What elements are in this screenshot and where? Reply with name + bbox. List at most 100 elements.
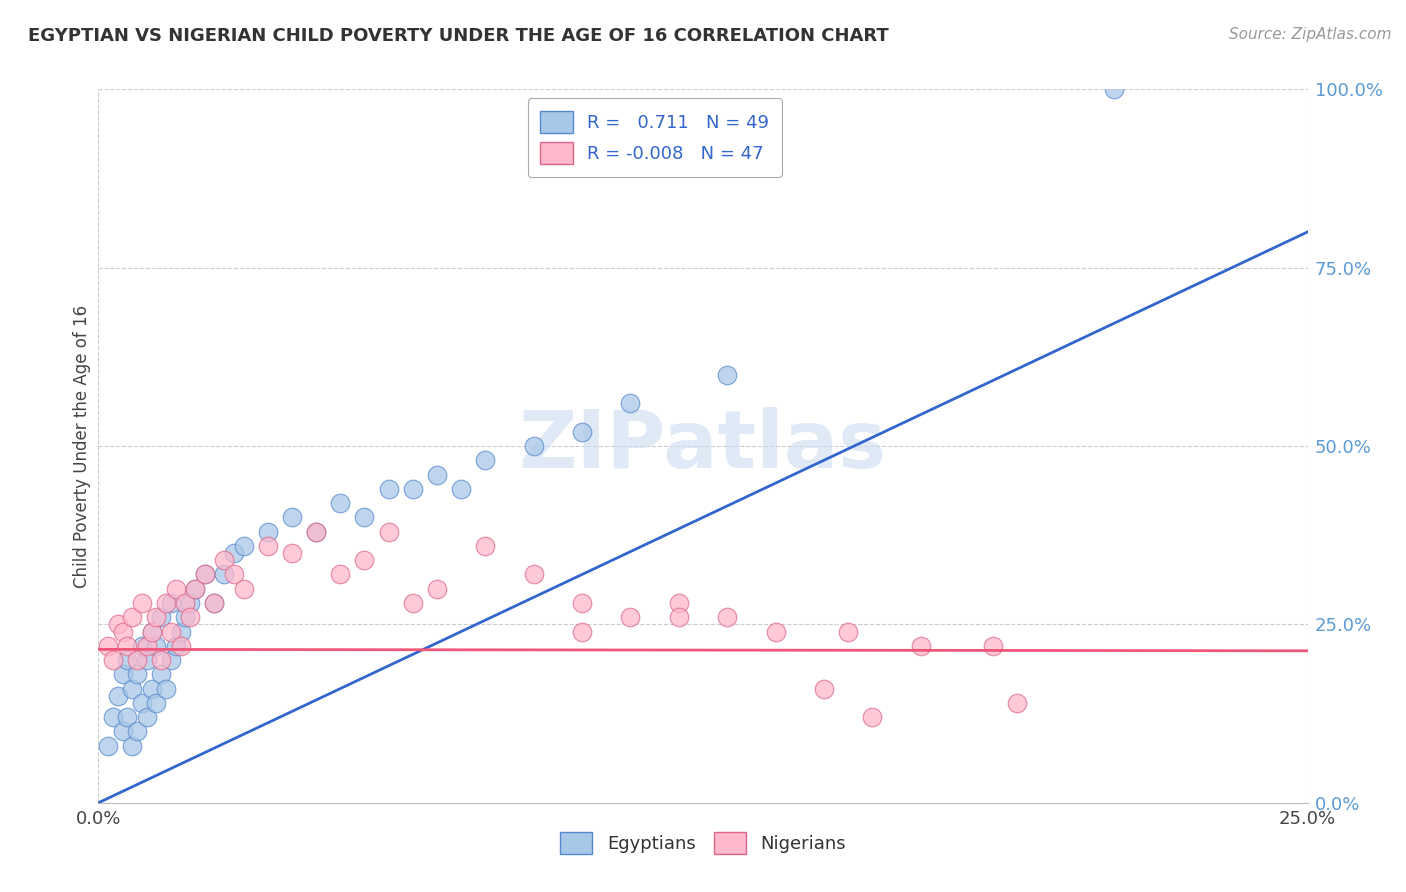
Point [353,553,375,567]
Point [377,524,399,539]
Point [1102,82,1125,96]
Point [179,596,201,610]
Point [571,425,593,439]
Point [837,624,859,639]
Point [169,639,191,653]
Point [194,567,217,582]
Point [121,681,143,696]
Point [127,667,149,681]
Point [160,596,183,610]
Point [184,582,207,596]
Point [813,681,835,696]
Point [232,539,254,553]
Legend: Egyptians, Nigerians: Egyptians, Nigerians [548,822,858,865]
Point [426,467,449,482]
Point [256,539,278,553]
Point [117,639,139,653]
Point [256,524,278,539]
Point [329,496,352,510]
Point [131,639,153,653]
Point [101,653,124,667]
Point [860,710,883,724]
Point [402,482,425,496]
Point [619,396,641,410]
Point [329,567,352,582]
Point [716,610,738,624]
Point [281,546,304,560]
Point [619,610,641,624]
Point [716,368,738,382]
Point [353,510,375,524]
Point [910,639,932,653]
Point [474,453,496,467]
Point [155,681,177,696]
Point [981,639,1004,653]
Point [135,710,157,724]
Point [135,639,157,653]
Point [212,553,235,567]
Point [97,639,120,653]
Point [111,667,134,681]
Point [165,582,187,596]
Point [765,624,787,639]
Point [179,610,201,624]
Point [402,596,425,610]
Point [111,624,134,639]
Point [121,610,143,624]
Point [111,724,134,739]
Point [160,653,183,667]
Point [121,739,143,753]
Point [668,596,690,610]
Point [145,639,167,653]
Point [668,610,690,624]
Point [117,653,139,667]
Point [131,596,153,610]
Point [127,724,149,739]
Point [150,667,173,681]
Point [131,696,153,710]
Point [222,546,245,560]
Point [107,617,129,632]
Point [523,439,546,453]
Point [281,510,304,524]
Point [145,696,167,710]
Point [204,596,226,610]
Point [377,482,399,496]
Point [1007,696,1029,710]
Point [184,582,207,596]
Point [212,567,235,582]
Point [571,624,593,639]
Point [426,582,449,596]
Point [150,610,173,624]
Point [97,739,120,753]
Point [160,624,183,639]
Point [232,582,254,596]
Point [141,681,163,696]
Point [145,610,167,624]
Y-axis label: Child Poverty Under the Age of 16: Child Poverty Under the Age of 16 [73,304,91,588]
Point [141,624,163,639]
Point [101,710,124,724]
Point [204,596,226,610]
Point [127,653,149,667]
Point [165,639,187,653]
Text: EGYPTIAN VS NIGERIAN CHILD POVERTY UNDER THE AGE OF 16 CORRELATION CHART: EGYPTIAN VS NIGERIAN CHILD POVERTY UNDER… [28,27,889,45]
Point [474,539,496,553]
Point [450,482,472,496]
Point [523,567,546,582]
Point [174,596,197,610]
Point [169,624,191,639]
Point [155,596,177,610]
Text: ZIPatlas: ZIPatlas [519,407,887,485]
Point [194,567,217,582]
Point [571,596,593,610]
Text: Source: ZipAtlas.com: Source: ZipAtlas.com [1229,27,1392,42]
Point [222,567,245,582]
Point [141,624,163,639]
Point [174,610,197,624]
Point [107,689,129,703]
Point [305,524,328,539]
Point [305,524,328,539]
Point [135,653,157,667]
Point [117,710,139,724]
